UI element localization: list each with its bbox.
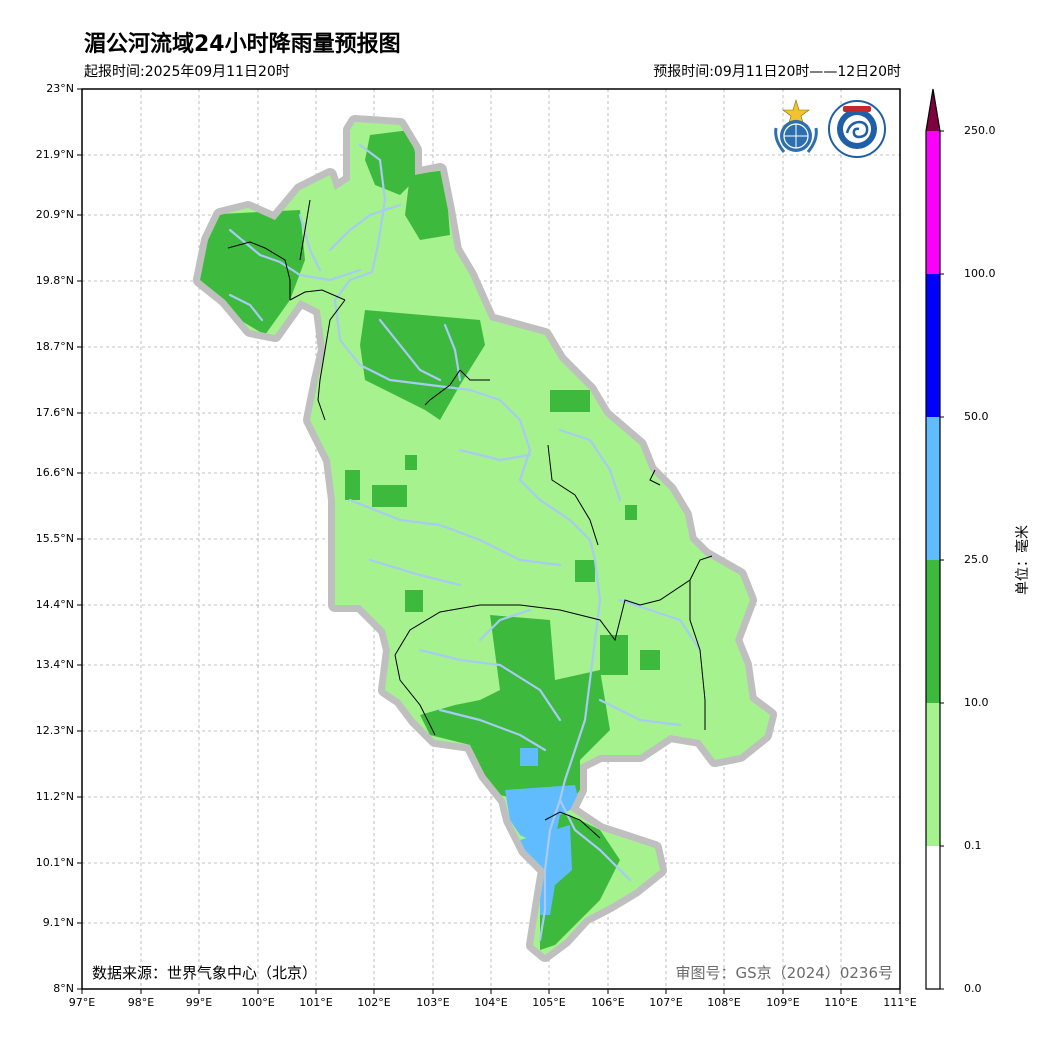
lat-label-21-9: 21.9°N	[35, 148, 74, 161]
axis-ticks	[77, 88, 901, 994]
colorbar-bin-0	[926, 846, 940, 989]
rain-0-1-to-10-area	[200, 122, 770, 955]
lon-label-101: 101°E	[299, 996, 333, 1009]
lat-label-23: 23°N	[46, 82, 74, 95]
lat-label-8: 8°N	[53, 982, 74, 995]
map-title: 湄公河流域24小时降雨量预报图	[84, 32, 401, 57]
lon-label-102: 102°E	[357, 996, 391, 1009]
valid-time: 预报时间:09月11日20时——12日20时	[653, 64, 901, 80]
lon-label-98: 98°E	[127, 996, 155, 1009]
lon-label-109: 109°E	[766, 996, 800, 1009]
colorbar-tick-2: 10.0	[964, 696, 989, 709]
wmo-logo-icon	[774, 98, 818, 153]
cma-logo-icon	[828, 100, 886, 158]
colorbar-bin-1	[926, 703, 940, 846]
lon-label-97: 97°E	[68, 996, 96, 1009]
colorbar-tick-4: 50.0	[964, 410, 989, 423]
lon-label-99: 99°E	[185, 996, 213, 1009]
colorbar-unit-label: 单位：毫米	[1015, 525, 1031, 595]
issue-time: 起报时间:2025年09月11日20时	[84, 64, 290, 80]
lon-label-100: 100°E	[241, 996, 275, 1009]
lat-label-11-2: 11.2°N	[35, 790, 74, 803]
lat-label-10-1: 10.1°N	[35, 856, 74, 869]
colorbar-tick-5: 100.0	[964, 267, 996, 280]
colorbar-tick-6: 250.0	[964, 124, 996, 137]
lon-label-107: 107°E	[649, 996, 683, 1009]
rivers	[228, 143, 702, 942]
colorbar-bin-3	[926, 417, 940, 560]
lat-label-9-1: 9.1°N	[42, 916, 74, 929]
lon-label-105: 105°E	[532, 996, 566, 1009]
lat-label-20-9: 20.9°N	[35, 208, 74, 221]
lat-label-15-5: 15.5°N	[35, 532, 74, 545]
colorbar	[925, 88, 944, 990]
lat-label-18-7: 18.7°N	[35, 340, 74, 353]
lat-label-13-4: 13.4°N	[35, 658, 74, 671]
lon-label-108: 108°E	[707, 996, 741, 1009]
colorbar-extend-arrow	[926, 89, 940, 131]
lon-label-104: 104°E	[474, 996, 508, 1009]
lon-label-103: 103°E	[416, 996, 450, 1009]
lat-label-19-8: 19.8°N	[35, 274, 74, 287]
colorbar-bin-5	[926, 131, 940, 274]
lat-label-14-4: 14.4°N	[35, 598, 74, 611]
colorbar-tick-0: 0.0	[964, 982, 982, 995]
colorbar-bin-4	[926, 274, 940, 417]
colorbar-bin-2	[926, 560, 940, 703]
lat-label-16-6: 16.6°N	[35, 466, 74, 479]
lon-label-106: 106°E	[591, 996, 625, 1009]
colorbar-tick-1: 0.1	[964, 839, 982, 852]
lon-label-110: 110°E	[824, 996, 858, 1009]
lat-label-12-3: 12.3°N	[35, 724, 74, 737]
colorbar-tick-3: 25.0	[964, 553, 989, 566]
country-boundaries	[227, 199, 713, 839]
review-number-note: 审图号：GS京（2024）0236号	[675, 964, 894, 982]
lon-label-111: 111°E	[883, 996, 917, 1009]
data-source-note: 数据来源：世界气象中心（北京）	[92, 964, 318, 982]
lat-label-17-6: 17.6°N	[35, 406, 74, 419]
